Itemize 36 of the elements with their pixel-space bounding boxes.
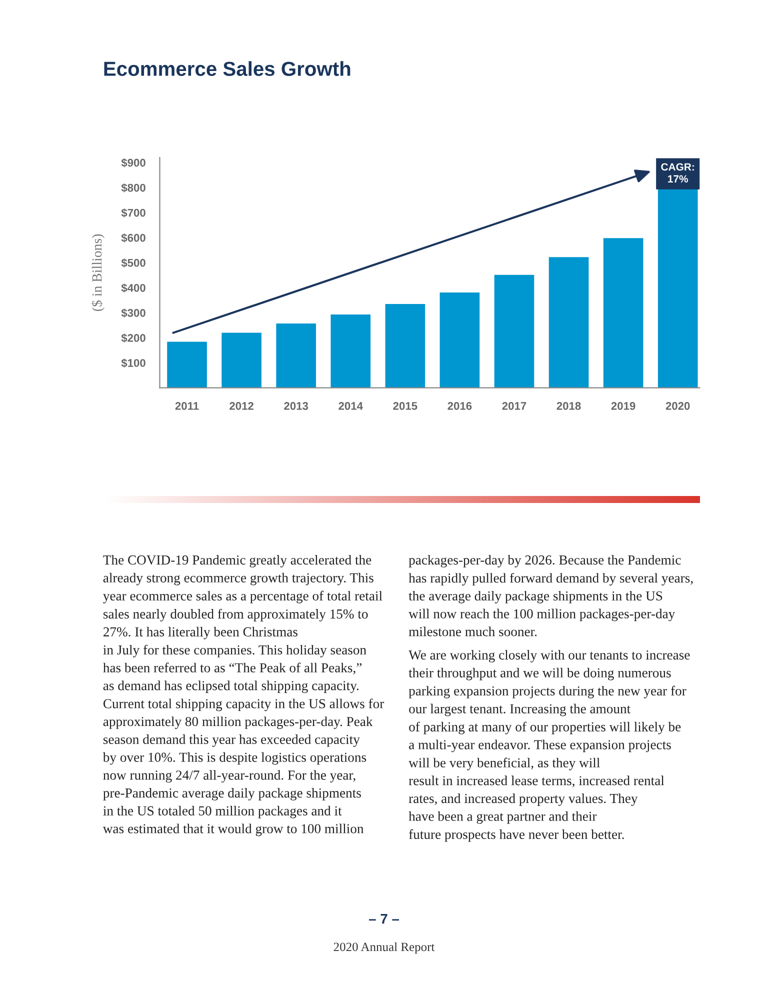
bar <box>222 332 262 388</box>
y-tick-label: $200 <box>121 334 146 343</box>
bar <box>494 274 534 388</box>
x-tick-label: 2013 <box>284 402 308 410</box>
bar <box>603 238 644 388</box>
y-tick-label: $800 <box>121 183 146 192</box>
bar <box>276 323 316 388</box>
bar <box>440 292 480 388</box>
y-tick-label: $900 <box>121 158 146 168</box>
y-axis-title: ($ in Billions) <box>91 234 104 312</box>
x-tick-label: 2016 <box>448 402 472 410</box>
x-tick-label: 2018 <box>556 402 581 410</box>
text: – 7 – <box>368 914 400 924</box>
x-tick-label: 2020 <box>666 402 690 410</box>
x-tick-label: 2012 <box>230 402 254 410</box>
x-tick-label: 2019 <box>611 402 636 410</box>
y-tick-label: $300 <box>121 308 146 318</box>
chart-title: Ecommerce Sales Growth <box>104 61 350 76</box>
y-tick-label: $600 <box>121 233 146 242</box>
x-tick-label: 2017 <box>502 402 526 410</box>
x-tick-label: 2014 <box>338 402 363 410</box>
annotation: CAGR: 17% <box>661 163 694 183</box>
x-tick-label: 2015 <box>393 402 418 410</box>
text: packages-per-day by 2026. Because the Pandemic has rapidly pulled forward demand by several years, the average daily package shipments in the US will now reach the 100 million packages-per-day milestone much sooner. <box>408 555 693 636</box>
bar <box>330 314 371 388</box>
bar <box>385 304 426 388</box>
y-tick-label: $500 <box>121 258 146 268</box>
text: 2020 Annual Report <box>334 942 435 954</box>
bar <box>167 342 207 388</box>
y-tick-label: $100 <box>121 358 146 368</box>
y-tick-label: $700 <box>121 208 146 218</box>
text: The COVID-19 Pandemic greatly accelerated the already strong ecommerce growth trajectory. This year ecommerce sales as a percentage of total retail sales nearly doubled from approximately 15% to 27%. It has literally been Christmas in July for these companies. This holiday season has been referred to as “The Peak of all Peaks,” as demand has eclipsed total shipping capacity. Current total shipping capacity in the US allows for approximately 80 million packages-per-day. Peak season demand this year has exceeded capacity by over 10%. This is despite logistics operations now running 24/7 all-year-round. For the year, pre-Pandemic average daily package shipments in the US totaled 50 million packages and it was estimated that it would grow to 100 million <box>102 555 384 836</box>
y-tick-label: $400 <box>121 283 146 293</box>
text: We are working closely with our tenants to increase their throughput and we will be doing numerous parking expansion projects during the new year for our largest tenant. Increasing the amount of parking at many of our properties will likely be a multi-year endeavor. These expansion projects will be very beneficial, as they will result in increased lease terms, increased rental rates, and increased property values. They have been a great partner and their future prospects have never been better. <box>408 650 690 842</box>
bar <box>548 257 589 388</box>
x-tick-label: 2011 <box>175 402 199 410</box>
